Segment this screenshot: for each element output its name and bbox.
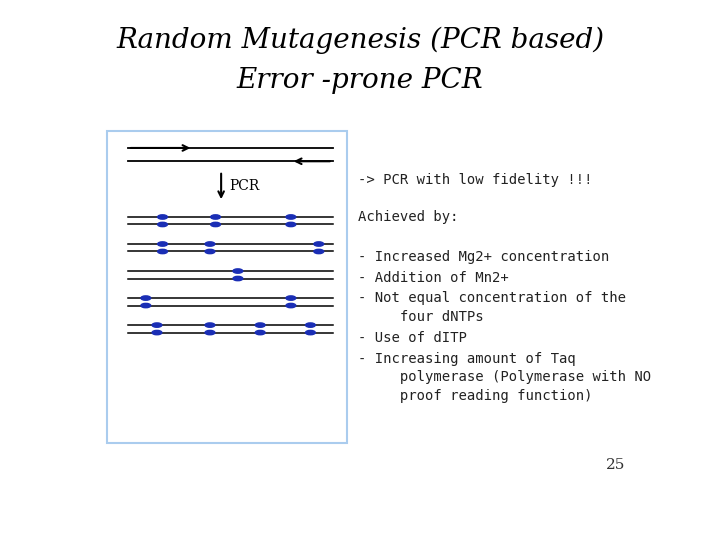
FancyBboxPatch shape	[107, 131, 347, 443]
Text: -> PCR with low fidelity !!!: -> PCR with low fidelity !!!	[358, 173, 593, 187]
Text: - Increased Mg2+ concentration: - Increased Mg2+ concentration	[358, 250, 609, 264]
Ellipse shape	[314, 242, 324, 246]
Ellipse shape	[152, 330, 162, 335]
Text: - Not equal concentration of the: - Not equal concentration of the	[358, 292, 626, 306]
Ellipse shape	[158, 249, 168, 254]
Ellipse shape	[158, 242, 168, 246]
Text: proof reading function): proof reading function)	[358, 389, 593, 403]
Text: PCR: PCR	[230, 179, 260, 193]
Ellipse shape	[158, 222, 168, 227]
Ellipse shape	[286, 303, 296, 308]
Text: Random Mutagenesis (PCR based): Random Mutagenesis (PCR based)	[116, 27, 604, 55]
Ellipse shape	[205, 330, 215, 335]
Ellipse shape	[205, 323, 215, 327]
Ellipse shape	[286, 215, 296, 219]
Ellipse shape	[158, 215, 168, 219]
Text: - Use of dITP: - Use of dITP	[358, 331, 467, 345]
Text: four dNTPs: four dNTPs	[358, 310, 483, 324]
Text: - Increasing amount of Taq: - Increasing amount of Taq	[358, 352, 575, 366]
Text: Error -prone PCR: Error -prone PCR	[237, 68, 483, 94]
Ellipse shape	[286, 296, 296, 300]
Ellipse shape	[314, 249, 324, 254]
Text: Achieved by:: Achieved by:	[358, 210, 459, 224]
Ellipse shape	[233, 276, 243, 281]
Ellipse shape	[286, 222, 296, 227]
Ellipse shape	[256, 323, 265, 327]
Ellipse shape	[305, 323, 315, 327]
Ellipse shape	[256, 330, 265, 335]
Ellipse shape	[211, 215, 220, 219]
Text: polymerase (Polymerase with NO: polymerase (Polymerase with NO	[358, 370, 651, 384]
Ellipse shape	[141, 303, 150, 308]
Ellipse shape	[152, 323, 162, 327]
Ellipse shape	[305, 330, 315, 335]
Ellipse shape	[205, 249, 215, 254]
Text: 25: 25	[606, 458, 626, 472]
Ellipse shape	[233, 269, 243, 273]
Text: - Addition of Mn2+: - Addition of Mn2+	[358, 271, 508, 285]
Ellipse shape	[205, 242, 215, 246]
Ellipse shape	[211, 222, 220, 227]
Ellipse shape	[141, 296, 150, 300]
